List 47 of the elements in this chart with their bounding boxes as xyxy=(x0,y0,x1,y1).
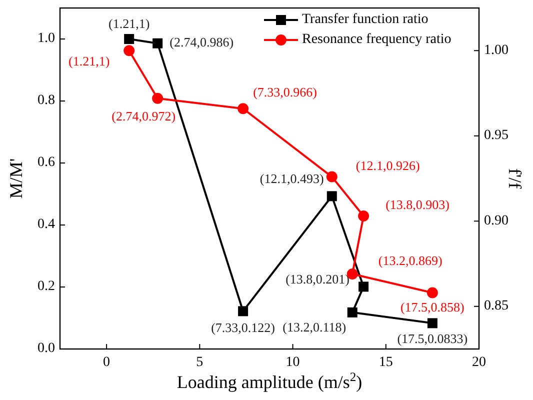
point xyxy=(238,103,249,114)
y-axis-title: M/M' xyxy=(6,158,26,199)
data-label: (1.21,1) xyxy=(108,16,150,31)
data-label: (12.1,0.493) xyxy=(260,171,324,186)
y2-tick-label: 0.95 xyxy=(484,128,508,144)
y2-tick-label: 0.85 xyxy=(484,298,508,314)
data-label: (13.2,0.869) xyxy=(378,252,442,268)
x-tick-label: 0 xyxy=(103,355,110,370)
y2-tick-label: 0.90 xyxy=(484,213,508,228)
y-tick-label: 0.6 xyxy=(38,155,55,170)
data-label: (1.21,1) xyxy=(68,54,110,69)
y-tick-label: 0.2 xyxy=(38,279,55,294)
data-label: (2.74,0.972) xyxy=(112,108,176,124)
legend-label: Resonance frequency ratio xyxy=(302,32,452,48)
x-tick-label: 15 xyxy=(378,355,393,370)
legend-label: Transfer function ratio xyxy=(302,12,428,28)
y2-axis-title: f'/f xyxy=(505,168,525,189)
point xyxy=(124,34,134,44)
data-label: (17.5,0.0833) xyxy=(397,331,468,346)
x-tick-label: 5 xyxy=(196,355,204,370)
point xyxy=(152,38,163,48)
x-tick-label: 20 xyxy=(472,355,486,370)
point xyxy=(152,92,164,104)
data-label: (13.8,0.903) xyxy=(386,196,450,212)
point xyxy=(326,191,337,202)
point xyxy=(326,171,338,182)
point xyxy=(358,210,370,222)
data-label: (7.33,0.966) xyxy=(253,84,318,100)
data-label: (2.74,0.986) xyxy=(170,34,234,50)
data-label: (13.2,0.118) xyxy=(282,319,346,334)
data-label: (13.8,0.201) xyxy=(286,272,350,287)
y-tick-label: 0.0 xyxy=(38,341,55,356)
data-label: (17.5,0.858) xyxy=(400,300,464,315)
x-tick-label: 10 xyxy=(286,355,300,370)
point xyxy=(427,318,438,328)
x-axis-title: Loading amplitude (m/s$^{2}$) xyxy=(176,370,362,392)
y-tick-label: 0.8 xyxy=(38,93,55,108)
point xyxy=(238,306,248,316)
point xyxy=(358,282,369,292)
data-label: (7.33,0.122) xyxy=(211,320,276,336)
y-tick-label: 1.0 xyxy=(38,31,55,46)
point xyxy=(124,45,135,56)
data-label: (12.1,0.926) xyxy=(356,158,420,173)
point xyxy=(426,287,438,298)
y2-tick-label: 1.00 xyxy=(484,42,508,58)
y-tick-label: 0.4 xyxy=(38,217,55,232)
point xyxy=(347,307,358,318)
